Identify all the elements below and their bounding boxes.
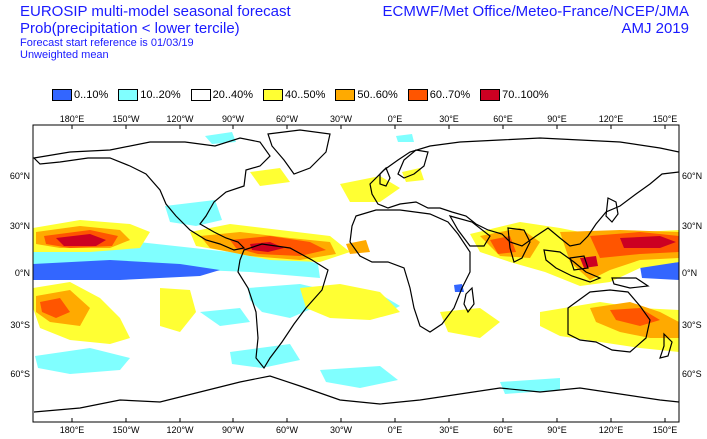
lon-label: 60°E	[493, 114, 513, 124]
coast-australia	[567, 289, 651, 353]
coast-greenland	[267, 129, 331, 175]
lat-label: 30°N	[10, 221, 30, 231]
legend-item: 0..10%	[52, 88, 108, 102]
legend-item: 70..100%	[480, 88, 549, 102]
lon-label: 30°E	[439, 114, 459, 124]
lon-label: 60°E	[493, 425, 513, 435]
lat-label: 60°N	[10, 171, 30, 181]
forecast-map: 180°E 150°W 120°W 90°W 60°W 30°W 0°E 30°…	[10, 114, 702, 435]
legend-swatch	[52, 89, 72, 101]
legend-item: 60..70%	[407, 88, 471, 102]
lon-label: 120°E	[599, 425, 624, 435]
lat-labels-right: 60°N 30°N 0°N 30°S 60°S	[682, 171, 702, 379]
legend-swatch	[335, 89, 356, 101]
lon-labels-bottom: 180°E 150°W 120°W 90°W 60°W 30°W 0°E 30°…	[60, 425, 678, 435]
lon-label: 150°E	[653, 114, 678, 124]
coast-scandinavia	[397, 149, 429, 179]
legend-label: 10..20%	[140, 89, 181, 101]
lon-label: 180°E	[60, 114, 85, 124]
legend-item: 10..20%	[118, 88, 181, 102]
coast-indonesia	[543, 249, 602, 283]
legend-swatch	[407, 89, 428, 101]
map-title: EUROSIP multi-model seasonal forecast	[20, 3, 291, 20]
lon-label: 60°W	[276, 425, 299, 435]
forecast-reference: Forecast start reference is 01/03/19	[20, 37, 194, 49]
coastlines	[33, 129, 679, 413]
lon-label: 150°W	[112, 114, 140, 124]
map-frame	[32, 124, 680, 423]
coast-madagascar	[463, 286, 475, 314]
weighting-note: Unweighted mean	[20, 49, 109, 61]
coast-japan	[605, 197, 619, 223]
shading-0-10	[33, 260, 679, 292]
coast-new-zealand	[659, 332, 673, 359]
axis-ticks	[71, 125, 666, 422]
lat-label: 30°N	[682, 221, 702, 231]
coast-arabia	[448, 215, 491, 247]
lon-label: 60°W	[276, 114, 299, 124]
legend-swatch	[118, 89, 139, 101]
legend-label: 60..70%	[429, 89, 471, 101]
coast-antarctica	[33, 375, 679, 413]
season-label: AMJ 2019	[621, 20, 689, 37]
lon-label: 180°E	[60, 425, 85, 435]
lon-label: 90°E	[547, 425, 567, 435]
lat-label: 0°N	[682, 268, 697, 278]
lon-label: 120°E	[599, 114, 624, 124]
lat-label: 0°N	[15, 268, 30, 278]
legend-item: 40..50%	[263, 88, 325, 102]
lon-label: 150°W	[112, 425, 140, 435]
lon-label: 0°E	[388, 114, 403, 124]
legend: 0..10% 10..20% 20..40% 40..50% 50..60% 6…	[52, 88, 559, 102]
lat-label: 60°N	[682, 171, 702, 181]
coast-uk	[379, 166, 391, 187]
centres-label: ECMWF/Met Office/Meteo-France/NCEP/JMA	[382, 3, 689, 20]
lon-label: 120°W	[166, 425, 194, 435]
legend-item: 50..60%	[335, 88, 398, 102]
lon-label: 30°W	[330, 114, 353, 124]
lon-label: 90°E	[547, 114, 567, 124]
header-left: EUROSIP multi-model seasonal forecast Pr…	[20, 3, 291, 61]
lon-labels-top: 180°E 150°W 120°W 90°W 60°W 30°W 0°E 30°…	[60, 114, 678, 124]
legend-swatch	[190, 89, 211, 101]
coast-borneo	[569, 255, 589, 271]
probability-field	[33, 132, 679, 394]
coast-india	[507, 227, 531, 263]
lon-label: 120°W	[166, 114, 194, 124]
lat-labels-left: 60°N 30°N 0°N 30°S 60°S	[10, 171, 30, 379]
legend-swatch	[480, 89, 501, 101]
lat-label: 60°S	[10, 369, 30, 379]
coast-north-america	[33, 137, 271, 251]
coast-africa	[349, 209, 471, 333]
lon-label: 0°E	[388, 425, 403, 435]
coast-south-america	[237, 243, 329, 370]
legend-label: 50..60%	[357, 89, 398, 101]
lat-label: 30°S	[10, 320, 30, 330]
coast-eurasia	[369, 137, 679, 247]
shading-70-100	[56, 234, 676, 268]
legend-item: 20..40%	[190, 88, 253, 102]
lon-label: 90°W	[222, 114, 245, 124]
coast-new-guinea	[611, 277, 650, 289]
lon-label: 90°W	[222, 425, 245, 435]
legend-swatch	[263, 89, 283, 101]
lon-label: 30°W	[330, 425, 353, 435]
header-right: ECMWF/Met Office/Meteo-France/NCEP/JMA A…	[383, 3, 689, 37]
lon-label: 30°E	[439, 425, 459, 435]
legend-label: 70..100%	[502, 89, 549, 101]
legend-label: 0..10%	[74, 89, 109, 101]
legend-label: 20..40%	[212, 89, 253, 101]
lat-label: 60°S	[682, 369, 702, 379]
legend-label: 40..50%	[285, 89, 326, 101]
map-subtitle: Prob(precipitation < lower tercile)	[20, 20, 240, 37]
lon-label: 150°E	[653, 425, 678, 435]
lat-label: 30°S	[682, 320, 702, 330]
